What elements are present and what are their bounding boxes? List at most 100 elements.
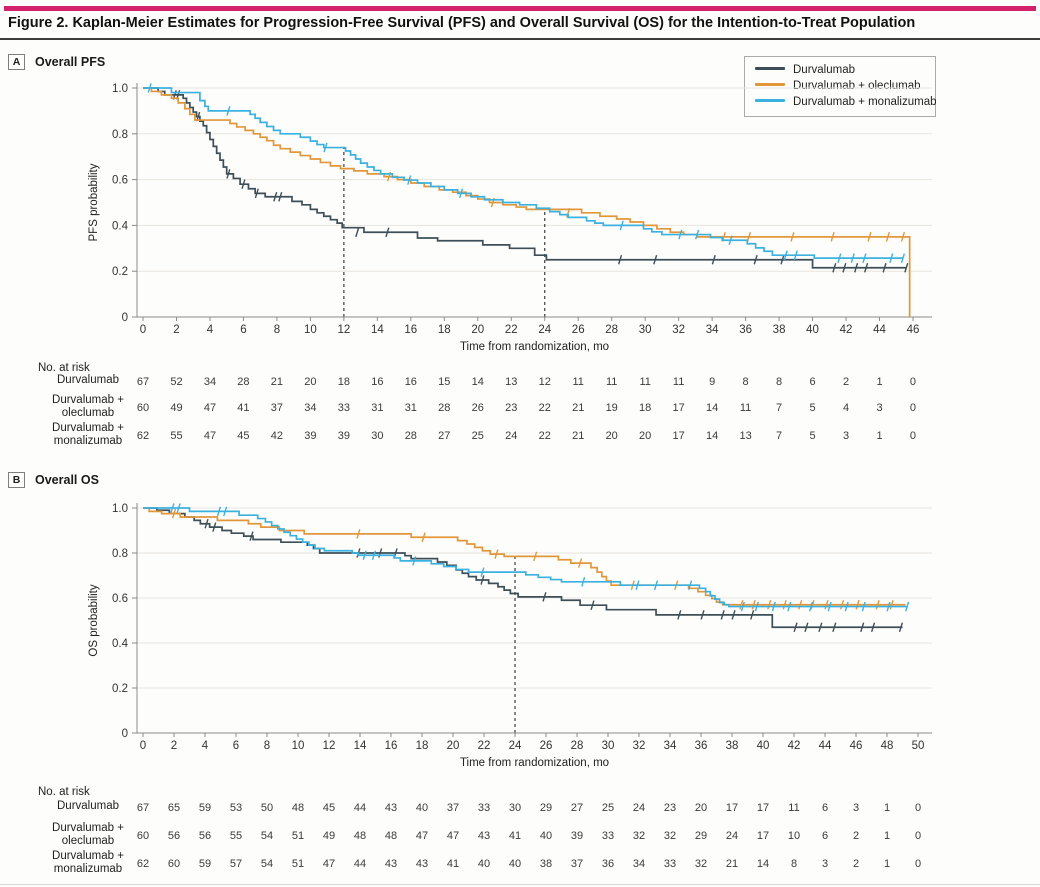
censor-mark-durvalumab	[750, 610, 755, 620]
censor-mark-durvalumab	[882, 262, 887, 273]
risk-count: 55	[229, 830, 243, 842]
risk-count: 28	[237, 376, 250, 388]
km-curve-durvalumab-oleclumab	[143, 87, 911, 317]
censor-mark-durvalumab	[898, 622, 904, 633]
risk-count: 19	[605, 402, 618, 414]
risk-row-label-line: oleclumab	[61, 834, 115, 847]
risk-count: 17	[672, 430, 685, 442]
risk-count: 26	[471, 402, 484, 414]
risk-count: 12	[538, 376, 551, 388]
x-tick-label: 14	[371, 324, 384, 336]
y-tick-label: 0.2	[112, 266, 128, 278]
censor-mark-durvalumab	[711, 254, 716, 265]
oleclumab-line-swatch	[755, 83, 785, 86]
risk-row-label-durvalumab-oleclumab: Durvalumab + oleclumab	[36, 394, 140, 419]
x-tick-label: 4	[202, 740, 209, 752]
pfs-km-chart: 00.20.40.60.81.00 2 4 6 8 10 12 14 16 18 20 22 24 26 2…	[88, 83, 932, 353]
km-curve-durvalumab	[143, 507, 903, 629]
censor-mark-durvalumab-monalizumab	[653, 580, 659, 590]
censor-mark-durvalumab-oleclumab	[578, 558, 583, 568]
risk-row-label-line: monalizumab	[53, 862, 123, 875]
x-axis-label: Time from randomization, mo	[460, 341, 609, 353]
risk-count: 40	[477, 858, 491, 870]
censor-mark-durvalumab-monalizumab	[223, 506, 228, 517]
censor-mark-durvalumab	[793, 622, 798, 633]
risk-row-label-durvalumab-monalizumab: Durvalumab + monalizumab	[36, 422, 140, 447]
x-tick-label: 4	[207, 324, 214, 336]
censor-mark-durvalumab	[278, 191, 283, 202]
risk-count: 21	[725, 858, 739, 870]
risk-count: 0	[914, 858, 922, 870]
risk-count: 44	[353, 802, 367, 814]
censor-mark-durvalumab-monalizumab	[728, 235, 733, 246]
censor-mark-durvalumab-monalizumab	[900, 253, 906, 263]
x-tick-label: 32	[672, 324, 685, 336]
risk-count: 27	[570, 802, 584, 814]
censor-mark-durvalumab	[700, 610, 705, 620]
censor-mark-durvalumab	[254, 188, 259, 199]
panel-a-title: Overall PFS	[35, 54, 106, 69]
risk-row-label-durvalumab: Durvalumab	[36, 800, 140, 813]
panel-a-key: A	[8, 53, 25, 70]
risk-count: 40	[508, 858, 522, 870]
risk-count: 29	[539, 802, 553, 814]
risk-count: 0	[914, 830, 922, 842]
censor-mark-durvalumab	[653, 254, 658, 265]
risk-count: 41	[446, 858, 460, 870]
risk-count: 47	[415, 830, 429, 842]
risk-count: 32	[632, 830, 646, 842]
x-tick-label: 8	[264, 740, 270, 752]
risk-row-label-durvalumab-oleclumab: Durvalumab + oleclumab	[36, 822, 140, 847]
censor-mark-durvalumab-monalizumab	[458, 188, 464, 199]
x-tick-label: 40	[806, 324, 819, 336]
risk-count: 8	[790, 858, 798, 870]
risk-count: 31	[371, 402, 384, 414]
risk-count: 59	[198, 858, 212, 870]
risk-count: 60	[167, 858, 181, 870]
censor-mark-durvalumab	[249, 531, 254, 541]
risk-count: 1	[883, 830, 891, 842]
x-tick-label: 28	[571, 740, 584, 752]
risk-row-label-durvalumab-monalizumab: Durvalumab + monalizumab	[36, 850, 140, 875]
risk-count: 48	[384, 830, 398, 842]
censor-mark-durvalumab-oleclumab	[830, 232, 835, 242]
censor-mark-durvalumab	[842, 262, 847, 273]
censor-mark-durvalumab-oleclumab	[494, 549, 499, 559]
x-tick-label: 18	[416, 740, 429, 752]
censor-mark-durvalumab-monalizumab	[886, 601, 891, 612]
risk-count: 11	[639, 376, 651, 388]
censor-mark-durvalumab-monalizumab	[619, 220, 624, 231]
censor-mark-durvalumab	[204, 518, 209, 529]
censor-mark-durvalumab-monalizumab	[480, 567, 485, 577]
censor-mark-durvalumab	[804, 622, 809, 633]
legend-item-durvalumab: Durvalumab	[745, 62, 935, 78]
risk-count: 62	[136, 858, 150, 870]
x-tick-label: 30	[602, 740, 615, 752]
pfs-risk-table: No. at risk Durvalumab 67 52 34 28 21 20 18 16 16 1…	[0, 362, 1040, 458]
risk-count: 47	[203, 430, 217, 442]
x-tick-label: 20	[471, 324, 484, 336]
censor-mark-durvalumab-oleclumab	[790, 232, 795, 242]
censor-mark-durvalumab-monalizumab	[362, 550, 367, 561]
risk-count: 0	[909, 376, 917, 388]
risk-count: 41	[237, 402, 250, 414]
risk-count: 38	[539, 858, 553, 870]
censor-mark-durvalumab-monalizumab	[371, 550, 377, 561]
monalizumab-line-swatch	[755, 99, 785, 102]
risk-count: 45	[237, 430, 250, 442]
km-curve-durvalumab-oleclumab	[143, 507, 906, 606]
censor-mark-durvalumab-oleclumab	[739, 599, 744, 610]
risk-count: 39	[337, 430, 350, 442]
risk-count: 13	[505, 376, 518, 388]
censor-mark-durvalumab-monalizumab	[889, 253, 894, 263]
censor-mark-durvalumab-oleclumab	[356, 529, 361, 539]
censor-mark-durvalumab-monalizumab	[905, 601, 910, 612]
censor-mark-durvalumab-monalizumab	[412, 556, 417, 566]
censor-mark-durvalumab	[832, 622, 837, 633]
censor-mark-durvalumab	[542, 592, 547, 602]
risk-count: 34	[632, 858, 646, 870]
risk-count: 40	[539, 830, 553, 842]
risk-count: 6	[821, 802, 829, 814]
risk-count: 57	[229, 858, 243, 870]
